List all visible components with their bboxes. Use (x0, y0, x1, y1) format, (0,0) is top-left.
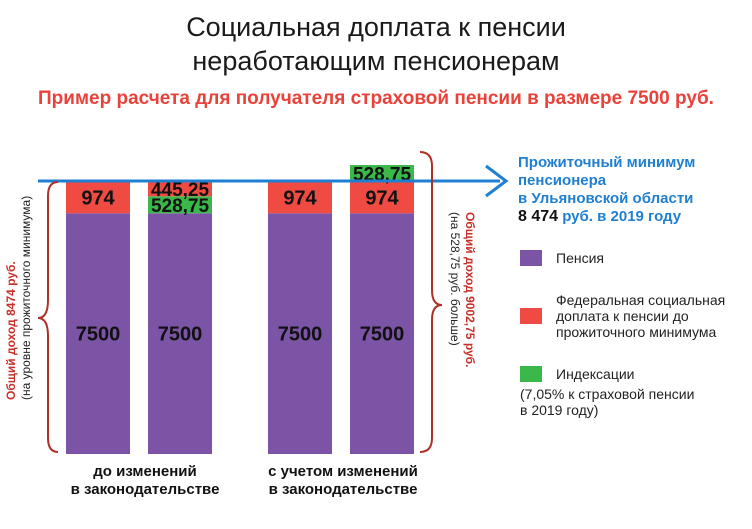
bar-4-label-pension: 7500 (360, 324, 405, 346)
legend-label-pension: Пенсия (556, 250, 604, 266)
legend-label-indexation-title: Индексации (556, 366, 635, 382)
right-total-note: Общий доход 9002,75 руб. (на 528,75 руб.… (447, 212, 477, 367)
legend-federal-line3: прожиточного минимума (556, 324, 717, 340)
level-value: 8 474 (518, 208, 559, 225)
group-after-line2: в законодательстве (268, 481, 418, 498)
group-label-after: с учетом изменений в законодательстве (258, 463, 428, 499)
bar-2-segment-indexation (148, 196, 212, 214)
level-value-row: 8 474 руб. в 2019 году (518, 208, 750, 226)
left-total-line2: (на уровне прожиточного минимума) (19, 195, 33, 400)
right-total-line1: Общий доход 9002,75 руб. (463, 212, 477, 368)
legend-federal-line1: Федеральная социальная (556, 292, 726, 308)
legend-label-federal: Федеральная социальная доплата к пенсии … (556, 292, 725, 340)
bar-4-segment-indexation (350, 165, 414, 182)
bar-2-label-federal: 445,25 (151, 180, 210, 201)
group-before-line1: до изменений (93, 463, 197, 480)
brace-right-icon (419, 151, 443, 453)
level-line-1: Прожиточный минимум (518, 154, 696, 171)
legend-swatch-indexation (520, 366, 542, 382)
bar-3-label-pension: 7500 (278, 324, 323, 346)
group-label-before: до изменений в законодательстве (60, 463, 230, 499)
legend-label-indexation-note: (7,05% к страховой пенсии в 2019 году) (520, 386, 694, 418)
legend-swatch-federal (520, 308, 542, 324)
bar-4-label-federal: 974 (365, 188, 399, 210)
chart-subtitle: Пример расчета для получателя страховой … (38, 88, 714, 109)
level-value-suffix: руб. в 2019 году (558, 208, 682, 225)
right-total-line2: (на 528,75 руб. больше) (448, 212, 462, 346)
decor-layer (37, 151, 509, 453)
bar-3-label-federal: 974 (283, 188, 317, 210)
subsistence-level-label: Прожиточный минимум пенсионера в Ульянов… (518, 154, 750, 226)
bar-2-label-indexation: 528,75 (151, 196, 210, 217)
bar-4-segment-federal (350, 182, 414, 214)
legend-federal-line2: доплата к пенсии до (556, 308, 689, 324)
bar-1-label-federal: 974 (81, 188, 115, 210)
title-line-1: Социальная доплата к пенсии (186, 12, 566, 42)
bar-2-segment-federal (148, 182, 212, 197)
arrowhead-icon (485, 164, 509, 198)
bar-2-segment-pension (148, 213, 212, 454)
bar-1-segment-federal (66, 182, 130, 214)
legend-index-line2: (7,05% к страховой пенсии (520, 386, 695, 402)
left-total-note: Общий доход 8474 руб. (на уровне прожито… (4, 196, 34, 400)
left-total-line1: Общий доход 8474 руб. (4, 261, 18, 400)
bar-1: 7500 974 (66, 182, 130, 454)
level-line-3: в Ульяновской области (518, 190, 694, 207)
group-before-line2: в законодательстве (70, 481, 220, 498)
legend-swatch-pension (520, 250, 542, 266)
brace-left-icon (37, 181, 59, 453)
level-line-2: пенсионера (518, 172, 607, 189)
bar-3-segment-federal (268, 182, 332, 214)
bars-layer: 75009747500528,75445,2575009747500974528… (66, 165, 414, 454)
bar-1-label-pension: 7500 (76, 324, 121, 346)
chart-title: Социальная доплата к пенсии неработающим… (0, 10, 752, 78)
legend-index-line3: в 2019 году) (520, 402, 599, 418)
title-line-2: неработающим пенсионерам (192, 46, 560, 76)
bar-4-segment-pension (350, 213, 414, 454)
bar-1-segment-pension (66, 213, 130, 454)
bar-3-segment-pension (268, 213, 332, 454)
group-after-line1: с учетом изменений (268, 463, 418, 480)
bar-2-label-pension: 7500 (158, 324, 203, 346)
bar-3: 7500 974 (268, 182, 332, 454)
